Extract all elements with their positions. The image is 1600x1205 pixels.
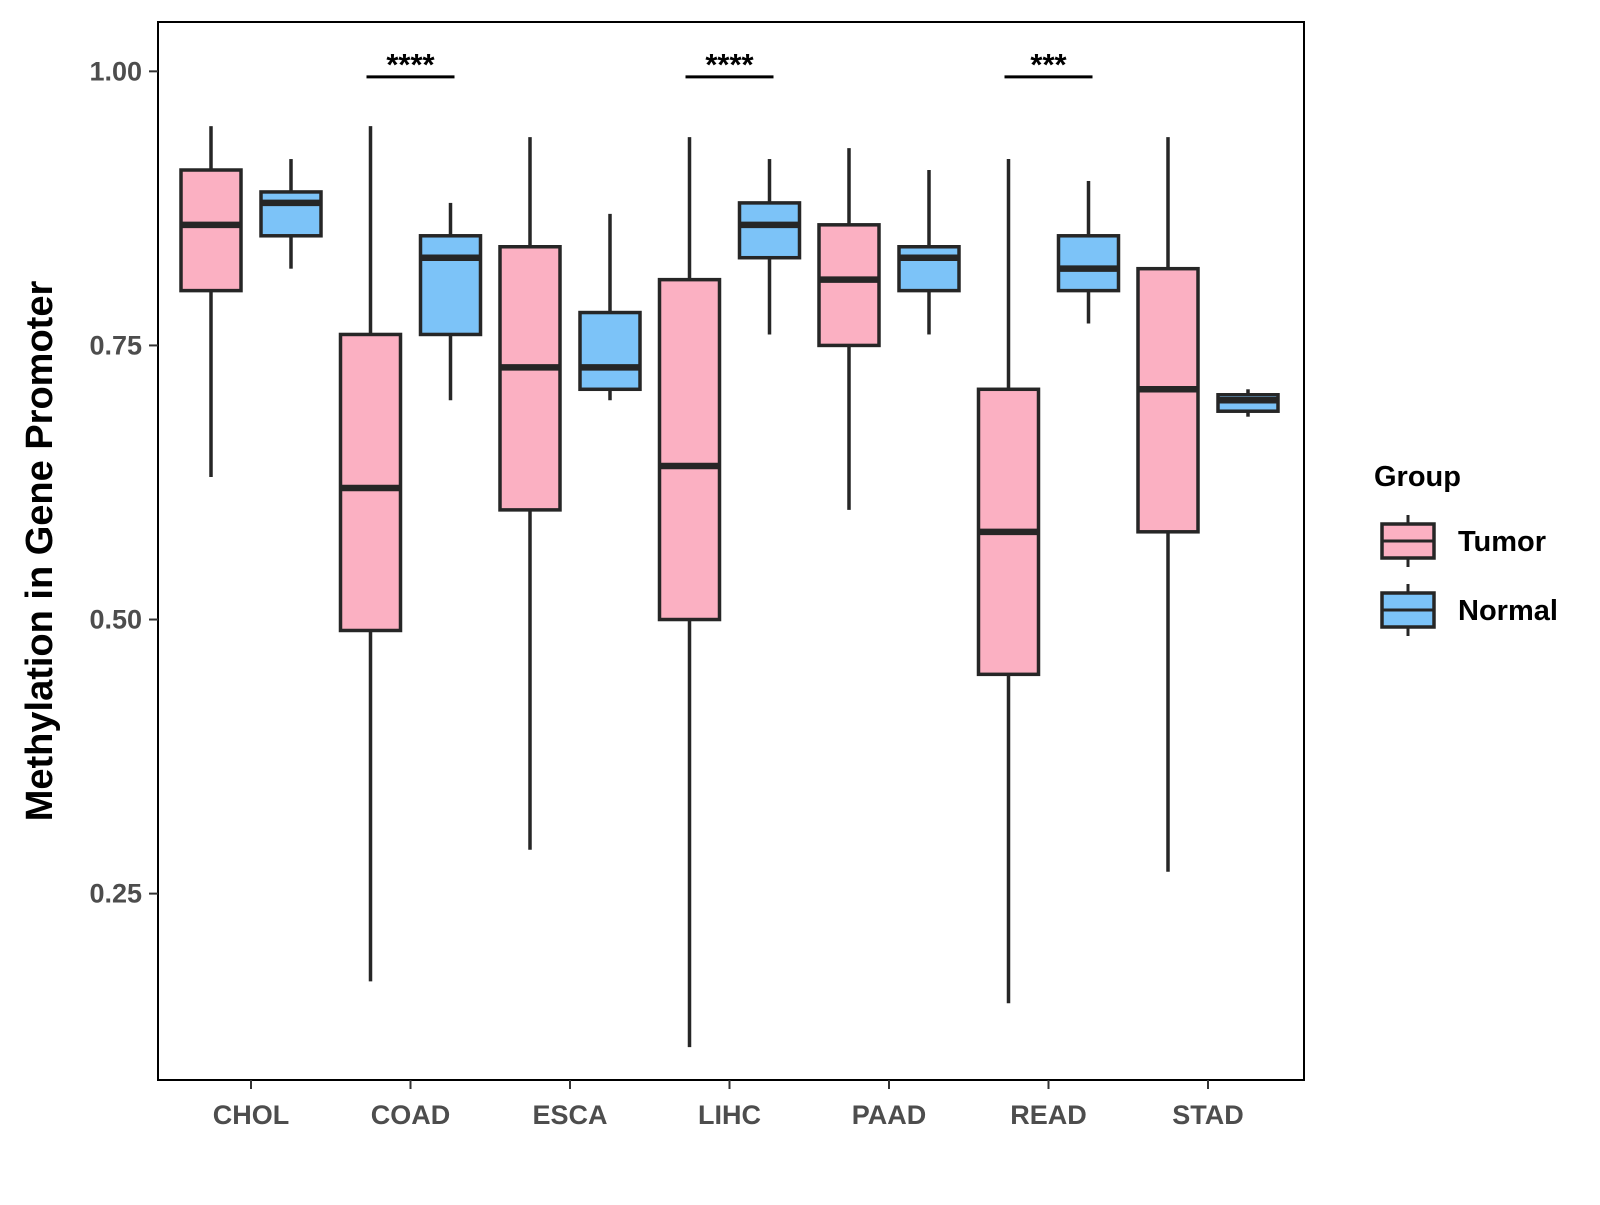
box-tumor-stad [1136, 137, 1200, 872]
box-tumor-lihc [657, 137, 722, 1048]
box-body [1136, 266, 1200, 534]
box-tumor-read [976, 159, 1041, 1004]
significance-annotations: **** **** *** [366, 47, 1093, 82]
x-tick-label: READ [1010, 1100, 1087, 1130]
box-normal-coad [418, 202, 483, 401]
x-tick-label: COAD [371, 1100, 451, 1130]
box-tumor-esca [498, 137, 562, 850]
box-body [1056, 234, 1121, 293]
legend-label-tumor: Tumor [1458, 526, 1546, 558]
box-body [817, 223, 881, 348]
box-body [338, 332, 403, 633]
box-tumor-chol [179, 126, 243, 477]
box-tumor-coad [338, 126, 403, 982]
legend-title: Group [1374, 461, 1461, 493]
significance-label: **** [386, 47, 435, 82]
x-axis: CHOL COAD ESCA LIHC PAAD READ STAD [213, 1080, 1244, 1130]
box-body [657, 277, 722, 622]
legend-key-normal [1380, 584, 1436, 636]
box-body [498, 245, 562, 512]
significance-label: *** [1030, 47, 1067, 82]
box-normal-chol [259, 159, 323, 269]
x-tick-label: LIHC [698, 1100, 761, 1130]
box-normal-esca [578, 213, 642, 401]
box-normal-paad [897, 170, 961, 335]
legend-key-tumor [1380, 515, 1436, 567]
x-tick-label: STAD [1172, 1100, 1244, 1130]
y-tick-label: 0.25 [89, 879, 142, 909]
box-normal-lihc [737, 159, 802, 335]
x-tick-label: CHOL [213, 1100, 290, 1130]
series-tumor [179, 126, 1200, 1048]
box-body [179, 168, 243, 293]
box-normal-stad [1216, 389, 1280, 417]
box-body [578, 310, 642, 392]
box-tumor-paad [817, 148, 881, 510]
box-body [259, 190, 323, 238]
x-tick-label: ESCA [532, 1100, 607, 1130]
box-body [418, 234, 483, 337]
plot-panel [157, 21, 1305, 1081]
legend-label-normal: Normal [1458, 595, 1558, 627]
x-tick-label: PAAD [852, 1100, 927, 1130]
y-axis-title: Methylation in Gene Promoter [19, 281, 61, 822]
significance-label: **** [705, 47, 754, 82]
box-body [897, 245, 961, 293]
y-tick-label: 0.75 [89, 330, 142, 360]
y-axis: 0.25 0.50 0.75 1.00 [89, 56, 158, 909]
series-normal [259, 159, 1280, 417]
y-tick-label: 1.00 [89, 56, 142, 86]
box-series-group [179, 126, 1280, 1048]
y-tick-label: 0.50 [89, 605, 142, 635]
legend: Group Tumor Normal [1374, 461, 1558, 636]
box-body [737, 201, 802, 260]
box-normal-read [1056, 180, 1121, 324]
